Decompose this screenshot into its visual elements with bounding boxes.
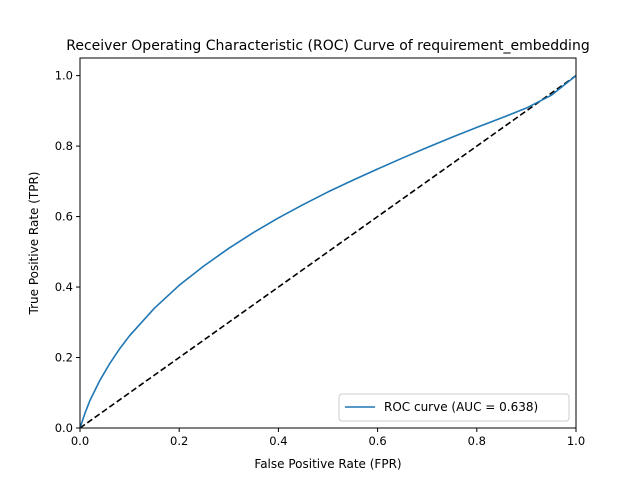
y-axis-label: True Positive Rate (TPR)	[27, 172, 41, 316]
y-tick-label: 0.8	[55, 139, 73, 153]
x-axis-label: False Positive Rate (FPR)	[254, 457, 401, 471]
plot-area	[79, 74, 577, 429]
roc-curve-line	[79, 74, 577, 429]
y-tick-label: 0.0	[55, 421, 73, 435]
y-axis: 0.0 0.2 0.4 0.6 0.8 1.0	[55, 69, 80, 435]
x-tick-label: 0.8	[468, 434, 486, 448]
axes-frame	[79, 57, 577, 429]
y-tick-label: 1.0	[55, 69, 73, 83]
legend-label-roc: ROC curve (AUC = 0.638)	[384, 400, 538, 414]
chart-title: Receiver Operating Characteristic (ROC) …	[66, 38, 589, 54]
legend: ROC curve (AUC = 0.638)	[338, 393, 570, 422]
x-axis: 0.0 0.2 0.4 0.6 0.8 1.0	[71, 428, 585, 448]
y-tick-label: 0.4	[55, 280, 73, 294]
x-tick-label: 0.4	[269, 434, 287, 448]
legend-box	[338, 393, 570, 422]
y-tick-label: 0.2	[55, 351, 73, 365]
y-tick-label: 0.6	[55, 210, 73, 224]
x-tick-label: 0.6	[368, 434, 386, 448]
x-tick-label: 0.2	[170, 434, 188, 448]
chance-diagonal-line	[79, 74, 577, 429]
x-tick-label: 0.0	[71, 434, 89, 448]
x-tick-label: 1.0	[567, 434, 585, 448]
